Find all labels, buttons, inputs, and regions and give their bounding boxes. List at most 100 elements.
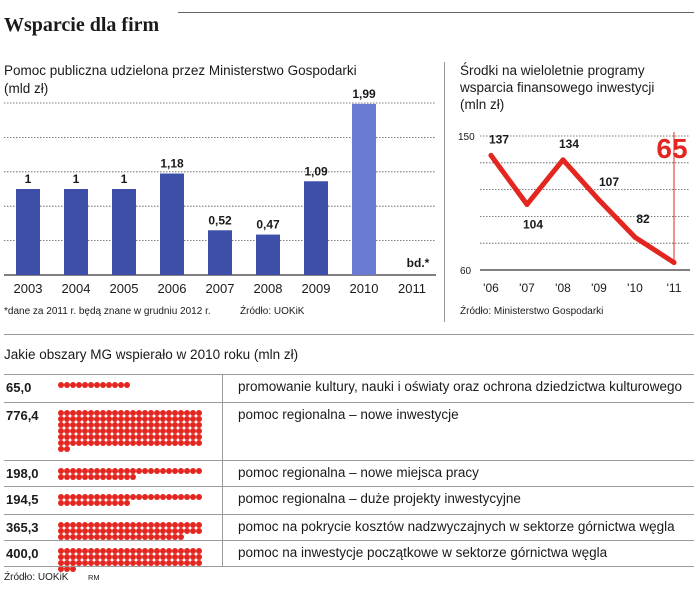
value-dot bbox=[190, 434, 196, 440]
value-dot bbox=[112, 382, 118, 388]
value-dot bbox=[190, 428, 196, 434]
value-dot bbox=[190, 528, 196, 534]
value-dot bbox=[58, 446, 64, 452]
value-dot bbox=[100, 474, 106, 480]
value-dot bbox=[178, 548, 184, 554]
row-value: 400,0 bbox=[6, 546, 39, 561]
value-dot bbox=[148, 428, 154, 434]
bar bbox=[208, 230, 232, 275]
data-point bbox=[596, 197, 602, 203]
value-dot bbox=[142, 434, 148, 440]
value-dot bbox=[148, 554, 154, 560]
value-dot bbox=[124, 422, 130, 428]
value-dot bbox=[124, 554, 130, 560]
value-dot bbox=[88, 474, 94, 480]
value-dot bbox=[130, 474, 136, 480]
value-dot bbox=[64, 534, 70, 540]
value-dot bbox=[160, 428, 166, 434]
value-dot bbox=[64, 428, 70, 434]
value-dot bbox=[100, 560, 106, 566]
x-tick-label: '10 bbox=[627, 281, 643, 295]
line-chart-title-line1: Środki na wieloletnie programy bbox=[460, 63, 645, 78]
value-dot bbox=[112, 494, 118, 500]
bar-value-label: 1 bbox=[121, 172, 128, 186]
value-dot bbox=[124, 410, 130, 416]
value-dot bbox=[178, 410, 184, 416]
value-dot bbox=[148, 548, 154, 554]
value-dot bbox=[106, 554, 112, 560]
value-dot bbox=[148, 468, 154, 474]
bar-chart-footnote: *dane za 2011 r. będą znane w grudniu 20… bbox=[4, 306, 211, 317]
value-dot bbox=[64, 548, 70, 554]
value-dot bbox=[94, 434, 100, 440]
value-dot bbox=[184, 494, 190, 500]
value-dot bbox=[82, 468, 88, 474]
value-dot bbox=[154, 468, 160, 474]
data-label: 107 bbox=[599, 175, 619, 189]
value-dot bbox=[88, 382, 94, 388]
value-dot bbox=[118, 548, 124, 554]
value-dot bbox=[64, 566, 70, 572]
value-dot bbox=[166, 422, 172, 428]
value-dot bbox=[106, 440, 112, 446]
value-dot bbox=[70, 554, 76, 560]
value-dot bbox=[190, 416, 196, 422]
value-dot bbox=[124, 494, 130, 500]
value-dot bbox=[142, 468, 148, 474]
value-dot bbox=[196, 554, 202, 560]
value-dot bbox=[124, 548, 130, 554]
value-dot bbox=[178, 522, 184, 528]
x-tick-label: '11 bbox=[667, 281, 682, 295]
table-row-divider bbox=[4, 374, 694, 375]
value-dot bbox=[64, 382, 70, 388]
value-dot bbox=[100, 528, 106, 534]
value-dot bbox=[82, 434, 88, 440]
value-dot bbox=[154, 534, 160, 540]
row-description: pomoc regionalna – nowe inwestycje bbox=[238, 407, 459, 422]
value-dot bbox=[70, 528, 76, 534]
value-dot bbox=[58, 428, 64, 434]
value-dot bbox=[124, 416, 130, 422]
value-dot bbox=[178, 440, 184, 446]
value-dot bbox=[184, 468, 190, 474]
bar-value-label: 1 bbox=[25, 172, 32, 186]
value-dot bbox=[136, 428, 142, 434]
value-dot bbox=[112, 554, 118, 560]
value-dot bbox=[178, 494, 184, 500]
value-dot bbox=[100, 468, 106, 474]
bar-value-label: 1,18 bbox=[160, 157, 184, 171]
value-dot bbox=[94, 494, 100, 500]
value-dot bbox=[82, 534, 88, 540]
value-dot bbox=[100, 416, 106, 422]
table-row-divider bbox=[4, 460, 694, 461]
value-dot bbox=[136, 440, 142, 446]
value-dot bbox=[136, 534, 142, 540]
page-title: Wsparcie dla firm bbox=[4, 14, 160, 36]
value-dot bbox=[76, 416, 82, 422]
value-dot bbox=[142, 528, 148, 534]
table-row-divider bbox=[4, 402, 694, 403]
bar-chart-title-line2: (mld zł) bbox=[4, 81, 49, 96]
value-dot bbox=[70, 428, 76, 434]
value-dot bbox=[190, 560, 196, 566]
value-dot bbox=[154, 548, 160, 554]
data-label: 134 bbox=[559, 137, 579, 151]
value-dot bbox=[166, 560, 172, 566]
value-dot bbox=[184, 554, 190, 560]
value-dot bbox=[124, 468, 130, 474]
value-dot bbox=[178, 534, 184, 540]
data-point bbox=[632, 234, 638, 240]
value-dot bbox=[82, 474, 88, 480]
value-dot bbox=[154, 422, 160, 428]
value-dot bbox=[184, 528, 190, 534]
value-dot bbox=[130, 522, 136, 528]
value-dot bbox=[88, 528, 94, 534]
value-dot bbox=[172, 416, 178, 422]
value-dot bbox=[94, 382, 100, 388]
value-dot bbox=[178, 528, 184, 534]
value-dot bbox=[196, 410, 202, 416]
data-label-highlight: 65 bbox=[656, 133, 687, 164]
value-dot bbox=[166, 554, 172, 560]
value-dot bbox=[190, 522, 196, 528]
value-dot bbox=[166, 522, 172, 528]
